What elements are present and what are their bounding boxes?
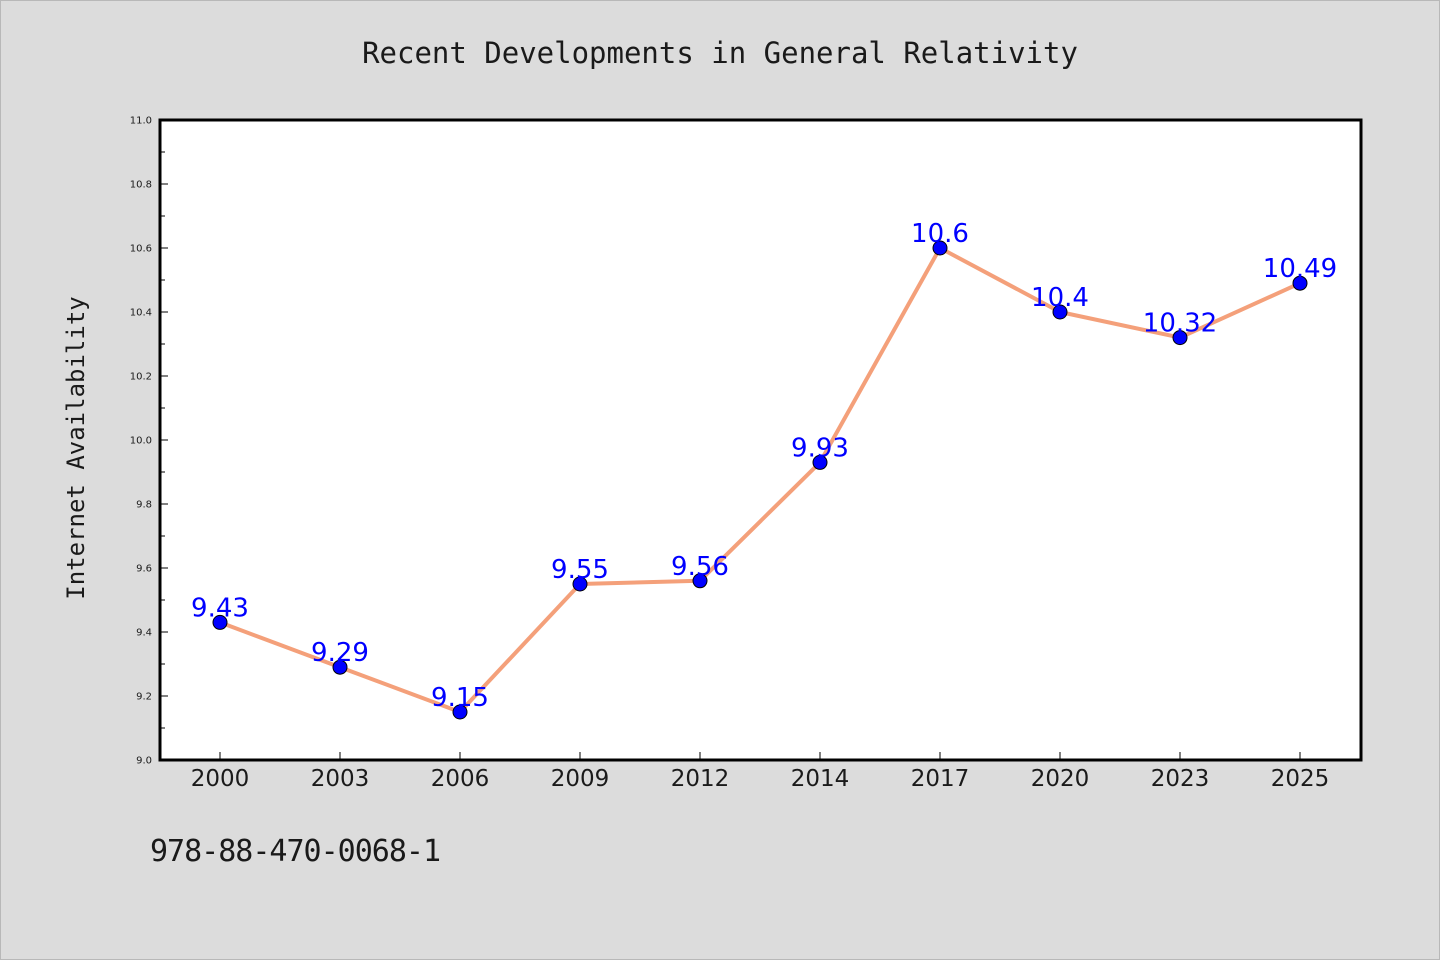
y-tick-label: 9.4	[136, 628, 152, 639]
data-point	[692, 573, 708, 589]
y-tick-label: 9.0	[136, 756, 152, 767]
x-tick-label: 2025	[1271, 766, 1330, 792]
x-tick-label: 2006	[431, 766, 490, 792]
x-axis: 2000 2003 2006 2009 2012 2014 2017 2020 2023 2025	[191, 752, 1330, 792]
data-point	[1052, 304, 1068, 320]
y-tick-label: 10.0	[130, 436, 152, 447]
data-point	[1292, 275, 1308, 291]
y-tick-label: 9.6	[136, 564, 152, 575]
data-label: 9.55	[551, 555, 609, 585]
y-tick-label: 10.8	[130, 180, 152, 191]
x-tick-label: 2003	[311, 766, 370, 792]
plot-area	[158, 118, 1363, 762]
chart-title: Recent Developments in General Relativit…	[362, 36, 1078, 70]
y-axis-label: Internet Availability	[62, 296, 90, 599]
data-point	[932, 240, 948, 256]
x-tick-label: 2000	[191, 766, 250, 792]
x-tick-label: 2014	[791, 766, 850, 792]
data-label: 9.56	[671, 552, 729, 582]
series-layer: 9.43 9.29 9.15 9.55 9.56 9.93 10.6 10.4 10.32 10.…	[191, 219, 1337, 720]
isbn-text: 978-88-470-0068-1	[150, 834, 441, 869]
y-axis: 9.0 9.2 9.4 9.6 9.8 10.0 10.2 10.4 10.6 10.8 11.0	[130, 116, 168, 767]
x-tick-label: 2020	[1031, 766, 1090, 792]
data-label: 9.29	[311, 638, 369, 668]
data-point	[1172, 330, 1188, 346]
y-tick-label: 9.8	[136, 500, 152, 511]
data-label: 10.6	[911, 219, 969, 249]
x-tick-label: 2012	[671, 766, 730, 792]
series-line	[218, 246, 1302, 714]
y-tick-label: 10.2	[130, 372, 152, 383]
data-point	[452, 704, 468, 720]
data-label: 10.32	[1143, 309, 1217, 339]
y-tick-label: 10.6	[130, 244, 152, 255]
x-tick-label: 2023	[1151, 766, 1210, 792]
data-point	[212, 614, 228, 630]
data-label: 10.4	[1031, 283, 1089, 313]
data-label: 9.15	[431, 683, 489, 713]
x-tick-label: 2009	[551, 766, 610, 792]
data-point	[812, 454, 828, 470]
data-label: 10.49	[1263, 254, 1337, 284]
y-tick-label: 10.4	[130, 308, 152, 319]
y-tick-label: 11.0	[130, 116, 152, 127]
data-label: 9.43	[191, 593, 249, 623]
x-tick-label: 2017	[911, 766, 970, 792]
data-point	[332, 659, 348, 675]
data-label: 9.93	[791, 433, 849, 463]
y-tick-label: 9.2	[136, 692, 152, 703]
data-point	[572, 576, 588, 592]
